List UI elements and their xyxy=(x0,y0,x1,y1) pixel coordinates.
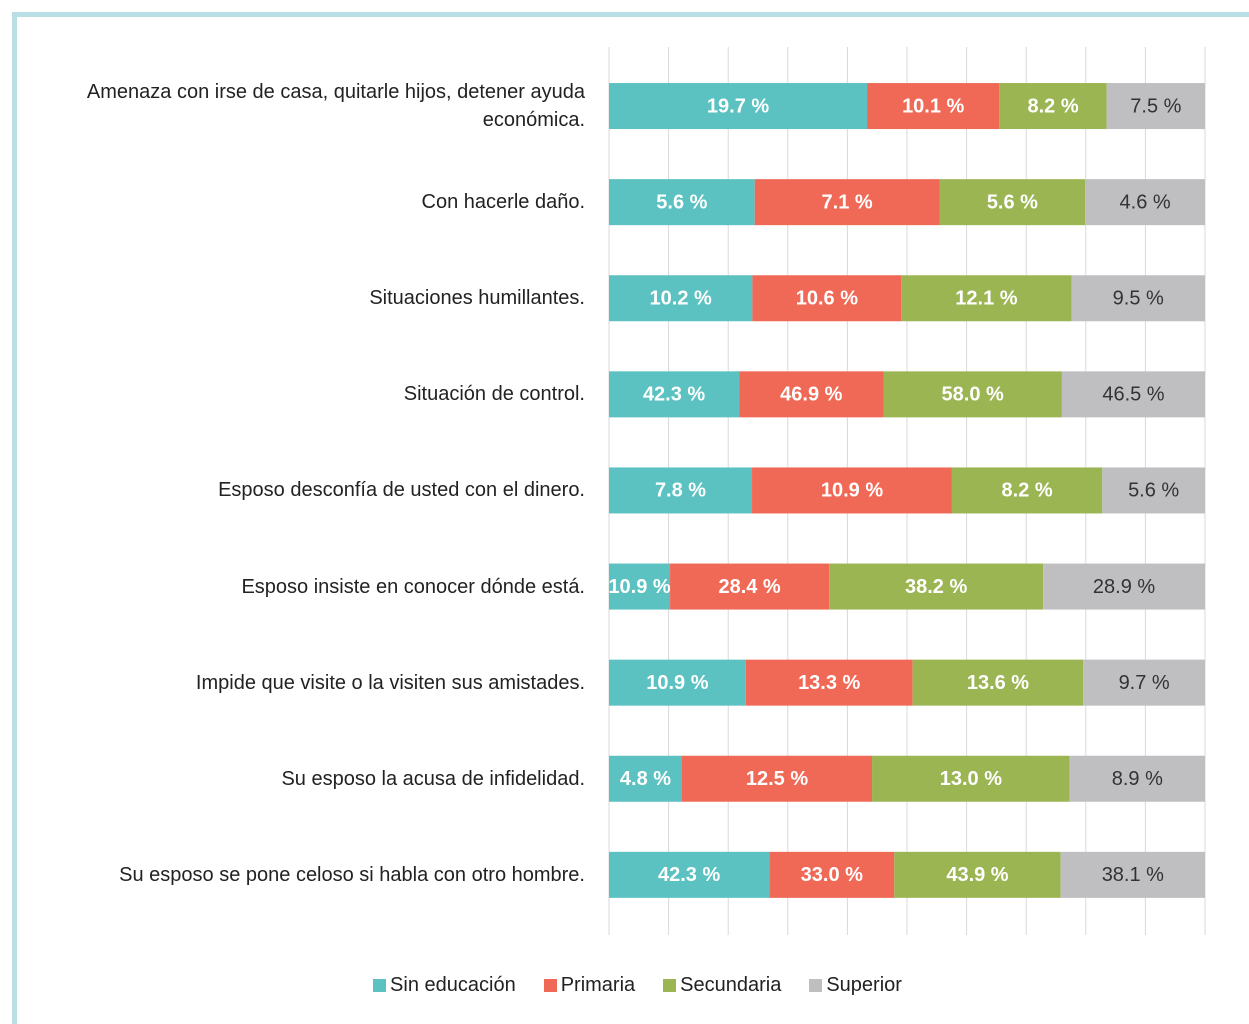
legend-item: Superior xyxy=(809,974,902,997)
bar-segment xyxy=(883,371,1062,418)
bar-segment xyxy=(609,563,671,610)
legend: Sin educación Primaria Secundaria Superior xyxy=(0,974,1249,997)
bar-segment xyxy=(681,755,873,802)
category-label: Impide que visite o la visiten sus amist… xyxy=(195,671,585,694)
value-label: 8.2 % xyxy=(1002,480,1053,502)
value-label: 5.6 % xyxy=(1128,480,1179,502)
value-label: 4.6 % xyxy=(1120,191,1171,213)
legend-label: Secundaria xyxy=(680,974,782,996)
value-label: 46.9 % xyxy=(780,384,842,406)
legend-swatch xyxy=(809,979,823,992)
value-label: 46.5 % xyxy=(1102,384,1164,406)
bar-segment xyxy=(894,851,1061,898)
category-label: Situaciones humillantes. xyxy=(369,287,585,310)
category-label: Con hacerle daño. xyxy=(421,191,585,214)
value-label: 42.3 % xyxy=(658,864,720,886)
value-label: 7.8 % xyxy=(655,480,706,502)
bar-segment xyxy=(609,467,753,514)
bar-segment xyxy=(1106,83,1205,130)
frame xyxy=(12,12,1249,1024)
legend-swatch xyxy=(373,979,387,992)
value-label: 38.2 % xyxy=(905,576,967,598)
bar-segment xyxy=(609,851,770,898)
value-label: 13.6 % xyxy=(967,672,1029,694)
bar-segment xyxy=(912,659,1084,706)
bar-segment xyxy=(745,659,913,706)
category-label: Su esposo se pone celoso si habla con ot… xyxy=(119,863,585,886)
bar-segment xyxy=(752,275,902,322)
value-label: 10.1 % xyxy=(902,95,964,117)
value-label: 28.9 % xyxy=(1093,576,1155,598)
bar-segment xyxy=(1083,659,1205,706)
value-label: 7.5 % xyxy=(1130,95,1181,117)
bar-segment xyxy=(609,755,682,802)
value-label: 4.8 % xyxy=(620,768,671,790)
value-label: 8.2 % xyxy=(1027,95,1078,117)
bar-segment xyxy=(867,83,1000,130)
value-label: 12.5 % xyxy=(746,768,808,790)
bar-segment xyxy=(1043,563,1205,610)
value-label: 13.0 % xyxy=(940,768,1002,790)
bar-segment xyxy=(1060,851,1205,898)
value-label: 5.6 % xyxy=(987,191,1038,213)
value-label: 10.9 % xyxy=(821,480,883,502)
bar-segment xyxy=(609,371,740,418)
bar-segment xyxy=(609,659,746,706)
value-label: 10.9 % xyxy=(608,576,670,598)
value-label: 8.9 % xyxy=(1112,768,1163,790)
value-label: 28.4 % xyxy=(718,576,780,598)
bar-segment xyxy=(609,179,755,226)
bar-segment xyxy=(754,179,940,226)
bar-segment xyxy=(1071,275,1205,322)
value-label: 9.7 % xyxy=(1119,672,1170,694)
value-label: 19.7 % xyxy=(707,95,769,117)
bar-segment xyxy=(1102,467,1205,514)
legend-swatch xyxy=(543,979,557,992)
category-label: Esposo desconfía de usted con el dinero. xyxy=(218,479,585,502)
value-label: 42.3 % xyxy=(643,384,705,406)
category-label: Su esposo la acusa de infidelidad. xyxy=(281,767,585,790)
bar-segment xyxy=(739,371,884,418)
value-label: 9.5 % xyxy=(1113,288,1164,310)
value-label: 10.2 % xyxy=(650,288,712,310)
category-label: Esposo insiste en conocer dónde está. xyxy=(241,575,585,598)
bar-segment xyxy=(951,467,1103,514)
bar-segment xyxy=(1061,371,1205,418)
bar-segment xyxy=(670,563,830,610)
legend-swatch xyxy=(663,979,677,992)
bar-segment xyxy=(901,275,1072,322)
value-label: 33.0 % xyxy=(801,864,863,886)
bar-segment xyxy=(1085,179,1205,226)
bar-segment xyxy=(609,275,753,322)
value-label: 10.6 % xyxy=(796,288,858,310)
bar-segment xyxy=(752,467,952,514)
bar-segment xyxy=(999,83,1107,130)
value-label: 13.3 % xyxy=(798,672,860,694)
value-label: 43.9 % xyxy=(946,864,1008,886)
legend-item: Primaria xyxy=(543,974,636,997)
bar-segment xyxy=(769,851,895,898)
bar-segment xyxy=(939,179,1086,226)
value-label: 7.1 % xyxy=(822,191,873,213)
value-label: 12.1 % xyxy=(955,288,1017,310)
legend-label: Sin educación xyxy=(390,974,516,996)
legend-item: Secundaria xyxy=(663,974,781,997)
bar-segment xyxy=(609,83,868,130)
category-label: Situación de control. xyxy=(403,383,585,406)
legend-label: Primaria xyxy=(560,974,636,996)
bar-segment xyxy=(872,755,1070,802)
category-label: Amenaza con irse de casa, quitarle hijos… xyxy=(86,81,585,132)
value-label: 58.0 % xyxy=(942,384,1004,406)
bar-segment xyxy=(829,563,1044,610)
legend-item: Sin educación xyxy=(373,974,516,997)
value-label: 10.9 % xyxy=(646,672,708,694)
legend-label: Superior xyxy=(826,974,902,996)
value-label: 38.1 % xyxy=(1102,864,1164,886)
bar-segment xyxy=(1069,755,1205,802)
value-label: 5.6 % xyxy=(656,191,707,213)
